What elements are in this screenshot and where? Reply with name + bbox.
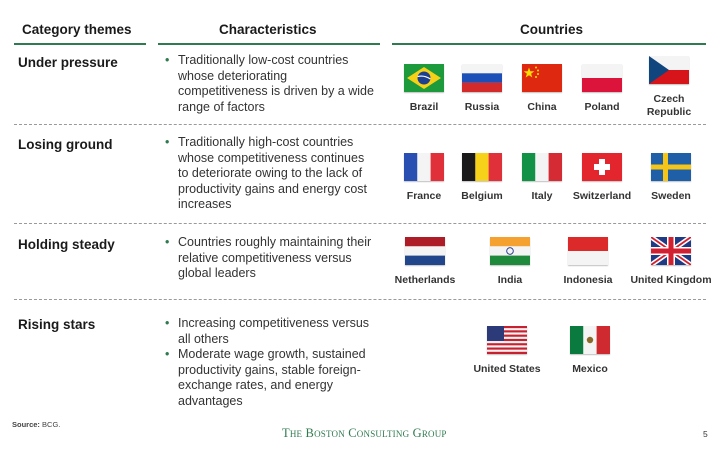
page-number: 5 xyxy=(703,429,708,439)
country-india: India xyxy=(484,237,536,287)
country-brazil: Brazil xyxy=(398,64,450,114)
country-name: Russia xyxy=(464,101,500,113)
country-name: Mexico xyxy=(572,363,608,375)
united-kingdom-flag-icon xyxy=(651,237,691,265)
source-note: Source: BCG. xyxy=(12,420,60,429)
row-separator xyxy=(14,299,706,300)
france-flag-icon xyxy=(404,153,444,181)
country-poland: Poland xyxy=(576,64,628,114)
country-italy: Italy xyxy=(516,153,568,203)
country-belgium: Belgium xyxy=(456,153,508,203)
country-czech-republic: Czech Republic xyxy=(638,56,700,119)
china-flag-icon xyxy=(522,64,562,92)
country-name: United States xyxy=(473,363,541,375)
characteristics-rising-stars: Increasing competitiveness versus all ot… xyxy=(165,316,375,409)
characteristics-holding-steady: Countries roughly maintaining their rela… xyxy=(165,235,375,282)
country-united-states: United States xyxy=(464,326,550,376)
country-name: Brazil xyxy=(409,101,439,113)
country-mexico: Mexico xyxy=(564,326,616,376)
source-label: Source: xyxy=(12,420,40,429)
country-russia: Russia xyxy=(456,64,508,114)
bullet-item: Traditionally low-cost countries whose d… xyxy=(165,53,375,115)
bullet-item: Countries roughly maintaining their rela… xyxy=(165,235,375,282)
sweden-flag-icon xyxy=(651,153,691,181)
country-name: Sweden xyxy=(651,190,691,202)
country-indonesia: Indonesia xyxy=(556,237,620,287)
poland-flag-icon xyxy=(582,64,622,92)
characteristics-under-pressure: Traditionally low-cost countries whose d… xyxy=(165,53,375,115)
country-name: France xyxy=(406,190,442,202)
country-name: India xyxy=(497,274,523,286)
indonesia-flag-icon xyxy=(568,237,608,265)
country-switzerland: Switzerland xyxy=(568,153,636,203)
country-name: Poland xyxy=(584,101,620,113)
switzerland-flag-icon xyxy=(582,153,622,181)
country-name: Belgium xyxy=(461,190,503,202)
theme-rising-stars: Rising stars xyxy=(18,317,96,332)
india-flag-icon xyxy=(490,237,530,265)
country-netherlands: Netherlands xyxy=(388,237,462,287)
row-separator xyxy=(14,223,706,224)
belgium-flag-icon xyxy=(462,153,502,181)
country-name: China xyxy=(527,101,557,113)
country-name: Czech Republic xyxy=(646,93,692,118)
header-underline-characteristics xyxy=(158,43,380,45)
mexico-flag-icon xyxy=(570,326,610,354)
country-united-kingdom: United Kingdom xyxy=(626,237,716,287)
row-separator xyxy=(14,124,706,125)
country-france: France xyxy=(398,153,450,203)
country-name: United Kingdom xyxy=(630,274,712,286)
theme-holding-steady: Holding steady xyxy=(18,237,115,252)
characteristics-losing-ground: Traditionally high-cost countries whose … xyxy=(165,135,375,213)
country-name: Indonesia xyxy=(563,274,613,286)
country-china: China xyxy=(516,64,568,114)
czech-flag-icon xyxy=(649,56,689,84)
country-sweden: Sweden xyxy=(645,153,697,203)
country-name: Netherlands xyxy=(394,274,456,286)
bullet-item: Moderate wage growth, sustained producti… xyxy=(165,347,375,409)
united-states-flag-icon xyxy=(487,326,527,354)
russia-flag-icon xyxy=(462,64,502,92)
header-underline-themes xyxy=(14,43,146,45)
bullet-item: Traditionally high-cost countries whose … xyxy=(165,135,375,213)
theme-losing-ground: Losing ground xyxy=(18,137,113,152)
source-text: BCG. xyxy=(42,420,61,429)
header-characteristics: Characteristics xyxy=(219,22,317,37)
brazil-flag-icon xyxy=(404,64,444,92)
header-underline-countries xyxy=(392,43,706,45)
netherlands-flag-icon xyxy=(405,237,445,265)
bullet-item: Increasing competitiveness versus all ot… xyxy=(165,316,375,347)
bcg-logo: The Boston Consulting Group xyxy=(282,426,447,440)
country-name: Italy xyxy=(531,190,553,202)
theme-under-pressure: Under pressure xyxy=(18,55,118,70)
header-category-themes: Category themes xyxy=(22,22,132,37)
header-countries: Countries xyxy=(520,22,584,37)
country-name: Switzerland xyxy=(572,190,632,202)
italy-flag-icon xyxy=(522,153,562,181)
